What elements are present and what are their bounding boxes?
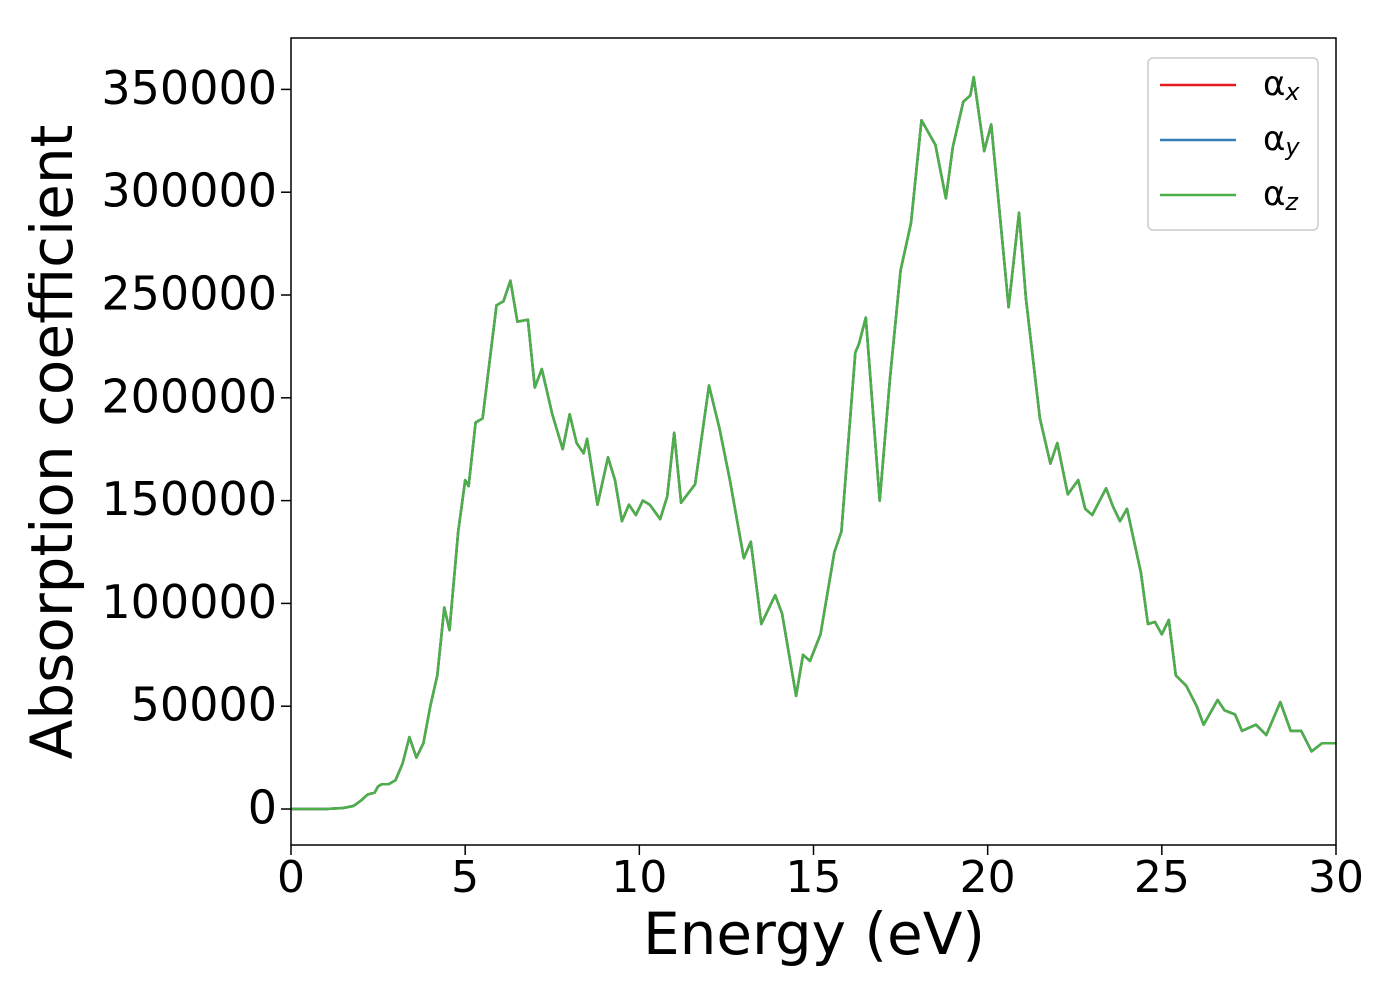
legend-label: αx xyxy=(1263,64,1300,107)
x-tick-label: 25 xyxy=(1134,852,1190,903)
x-tick-label: 5 xyxy=(451,852,479,903)
y-tick-label: 200000 xyxy=(101,369,277,423)
plot-frame xyxy=(290,37,1337,846)
legend-box xyxy=(1147,57,1319,231)
y-axis-label: Absorption coefficient xyxy=(18,125,86,760)
y-tick-label: 0 xyxy=(248,781,277,835)
data-line xyxy=(291,75,1336,811)
y-tick-label: 300000 xyxy=(101,164,277,218)
x-tick-label: 10 xyxy=(611,852,667,903)
x-tick-label: 0 xyxy=(277,852,305,903)
y-tick-label: 350000 xyxy=(101,61,277,115)
x-tick-label: 20 xyxy=(960,852,1016,903)
y-tick-label: 150000 xyxy=(101,472,277,526)
y-tick-label: 100000 xyxy=(101,575,277,629)
x-axis-label: Energy (eV) xyxy=(643,900,985,968)
x-tick-label: 30 xyxy=(1308,852,1364,903)
legend-label: αy xyxy=(1263,119,1300,162)
y-tick-label: 50000 xyxy=(131,678,277,732)
legend-label: αz xyxy=(1263,174,1299,217)
x-tick-label: 15 xyxy=(786,852,842,903)
y-tick-label: 250000 xyxy=(101,267,277,321)
